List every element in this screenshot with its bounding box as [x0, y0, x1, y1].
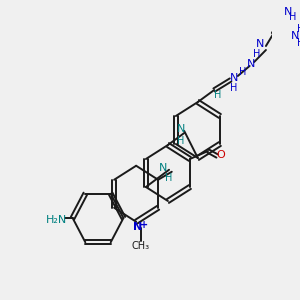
Text: CH₃: CH₃	[132, 241, 150, 251]
Text: H: H	[165, 173, 173, 183]
Text: H: H	[297, 24, 300, 34]
Text: H: H	[297, 38, 300, 48]
Text: H: H	[253, 49, 260, 59]
Text: O: O	[216, 150, 225, 160]
Text: N: N	[284, 7, 292, 17]
Text: H: H	[214, 90, 221, 100]
Text: N: N	[177, 124, 186, 134]
Text: N: N	[247, 59, 256, 69]
Text: N: N	[158, 163, 167, 173]
Text: H: H	[290, 12, 297, 22]
Text: H₂N: H₂N	[46, 215, 67, 225]
Text: H: H	[177, 136, 184, 146]
Text: N: N	[291, 31, 299, 41]
Text: N: N	[230, 73, 238, 83]
Text: N: N	[256, 39, 265, 49]
Text: H: H	[238, 67, 246, 77]
Text: +: +	[140, 220, 148, 230]
Text: H: H	[230, 83, 238, 93]
Text: N: N	[133, 222, 142, 232]
